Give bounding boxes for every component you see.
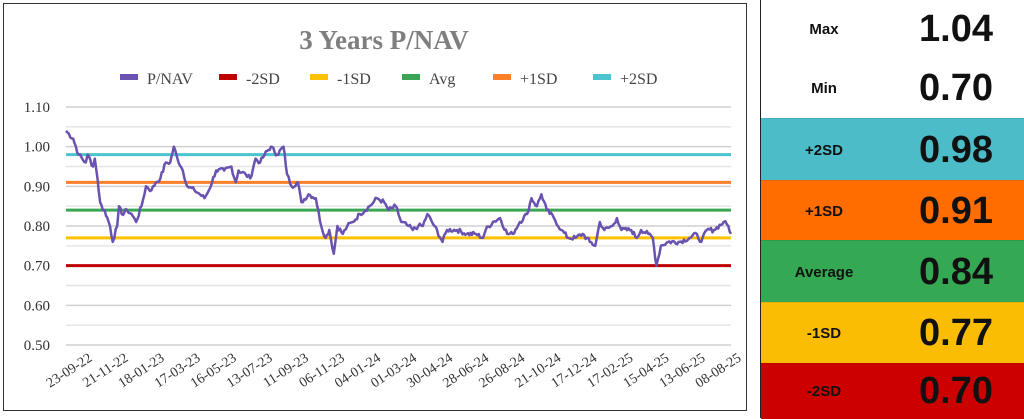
chart-title: 3 Years P/NAV <box>299 25 469 55</box>
y-tick-label: 0.90 <box>24 179 50 195</box>
y-tick-label: 0.60 <box>24 298 50 314</box>
stat-value: 0.77 <box>919 312 993 354</box>
y-tick-label: 0.50 <box>24 338 50 354</box>
legend-label: -2SD <box>246 71 280 88</box>
stat-row-min: Min 0.70 <box>761 59 1024 118</box>
stat-value: 1.04 <box>919 8 993 50</box>
y-tick-label: 1.10 <box>24 100 50 116</box>
legend-label: +2SD <box>620 71 657 88</box>
legend-label: Avg <box>429 71 455 88</box>
y-tick-label: 0.80 <box>24 219 50 235</box>
legend-swatch <box>402 74 420 80</box>
pnav-line <box>65 129 733 267</box>
stat-row-2sd: -2SD 0.70 <box>761 363 1024 419</box>
legend-label: -1SD <box>337 71 371 88</box>
pnav-chart: 3 Years P/NAV P/NAV -2SD -1SD Avg +1SD +2SD 1… <box>24 25 744 392</box>
stats-panel: Max 1.04 Min 0.70 +2SD 0.98 +1SD 0.91 Average 0.8… <box>760 0 1024 419</box>
stat-label: Average <box>794 263 854 281</box>
stat-row-2sd: +2SD 0.98 <box>761 118 1024 181</box>
legend-swatch <box>310 74 328 80</box>
stat-row-1sd: -1SD 0.77 <box>761 302 1024 364</box>
stat-row-average: Average 0.84 <box>761 240 1024 303</box>
legend-swatch <box>120 74 138 80</box>
legend-swatch <box>219 74 237 80</box>
stat-value: 0.84 <box>919 250 993 293</box>
stat-label: -1SD <box>806 325 842 342</box>
legend-swatch <box>493 74 511 80</box>
x-axis-ticks: 23-09-2221-11-2218-01-2317-03-2316-05-23… <box>44 351 744 392</box>
chart-container: 3 Years P/NAV P/NAV -2SD -1SD Avg +1SD +2SD 1… <box>3 3 747 411</box>
stat-label: Min <box>811 80 837 97</box>
legend-label: +1SD <box>520 71 557 88</box>
stat-label: +1SD <box>805 202 843 220</box>
stat-label: -2SD <box>806 383 842 400</box>
legend-swatch <box>593 74 611 80</box>
stat-row-max: Max 1.04 <box>761 0 1024 59</box>
y-tick-label: 1.00 <box>24 140 50 156</box>
stat-label: +2SD <box>805 141 843 159</box>
stat-row-1sd: +1SD 0.91 <box>761 180 1024 241</box>
legend-label: P/NAV <box>147 71 193 88</box>
y-tick-label: 0.70 <box>24 259 50 275</box>
stat-value: 0.70 <box>919 67 993 109</box>
pnav-series <box>65 129 733 267</box>
y-axis-ticks: 1.10 1.00 0.90 0.80 0.70 0.60 0.50 <box>24 100 50 354</box>
stat-value: 0.98 <box>919 128 993 171</box>
stat-label: Max <box>809 21 839 38</box>
stat-value: 0.70 <box>919 370 993 412</box>
chart-legend: P/NAV -2SD -1SD Avg +1SD +2SD <box>120 71 657 88</box>
stat-value: 0.91 <box>919 189 993 232</box>
gridlines <box>66 106 731 346</box>
